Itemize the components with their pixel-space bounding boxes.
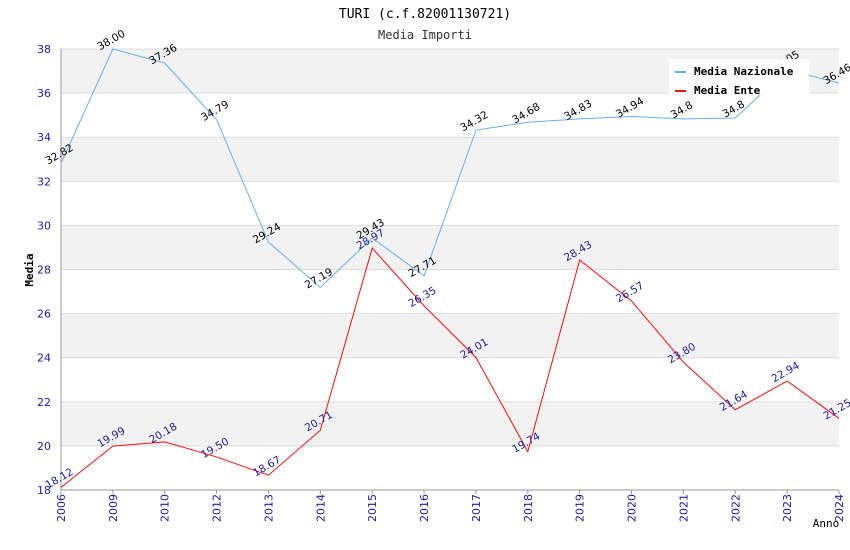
x-tick-label: 2020 (626, 494, 639, 522)
legend: Media Nazionale Media Ente (669, 59, 809, 97)
y-tick-label: 26 (37, 308, 51, 321)
x-tick-label: 2021 (677, 494, 690, 522)
y-tick-label: 18 (37, 484, 51, 497)
plot-band (61, 357, 839, 402)
plot-band (61, 269, 839, 314)
x-tick-label: 2012 (211, 494, 224, 522)
x-tick-label: 2023 (781, 494, 794, 522)
chart-subtitle: Media Importi (378, 28, 472, 42)
plot-band (61, 313, 839, 358)
y-tick-label: 22 (37, 396, 51, 409)
x-tick-label: 2017 (470, 494, 483, 522)
plot-background-bands (61, 49, 839, 490)
y-tick-label: 24 (37, 352, 51, 365)
x-tick-label: 2014 (314, 494, 327, 522)
legend-entry: Media Nazionale (694, 65, 794, 78)
legend-entry: Media Ente (694, 84, 761, 97)
y-tick-label: 38 (37, 43, 51, 56)
y-tick-label: 20 (37, 440, 51, 453)
y-tick-label: 28 (37, 264, 51, 277)
plot-band (61, 93, 839, 138)
x-tick-label: 2013 (262, 494, 275, 522)
axes (60, 49, 840, 494)
plot-band (61, 225, 839, 270)
y-tick-label: 32 (37, 175, 51, 188)
chart-title: TURI (c.f.82001130721) (339, 7, 511, 22)
x-tick-label: 2016 (418, 494, 431, 522)
x-tick-label: 2019 (574, 494, 587, 522)
x-tick-label: 2024 (833, 494, 846, 522)
x-axis-label: Anno (813, 517, 840, 530)
series-line-media-ente (60, 247, 840, 488)
y-tick-label: 30 (37, 219, 51, 232)
x-tick-label: 2009 (107, 494, 120, 522)
x-tick-labels: 2006 2009 2010 2012 2013 2014 2015 2016 2017 2018… (55, 494, 846, 522)
x-tick-label: 2010 (159, 494, 172, 522)
plot-band (61, 137, 839, 182)
series-line-media-nazionale (60, 48, 840, 289)
plot-band (61, 401, 839, 446)
x-tick-label: 2015 (366, 494, 379, 522)
y-tick-labels: 18 20 22 24 26 28 30 32 34 36 38 (37, 43, 51, 497)
y-tick-label: 36 (37, 87, 51, 100)
y-axis-label: Media (23, 253, 36, 286)
plot-band (61, 445, 839, 490)
x-tick-label: 2022 (729, 494, 742, 522)
x-tick-label: 2006 (55, 494, 68, 522)
legend-box (669, 59, 809, 95)
x-tick-label: 2018 (522, 494, 535, 522)
series-lines (60, 48, 840, 488)
y-tick-label: 34 (37, 131, 51, 144)
